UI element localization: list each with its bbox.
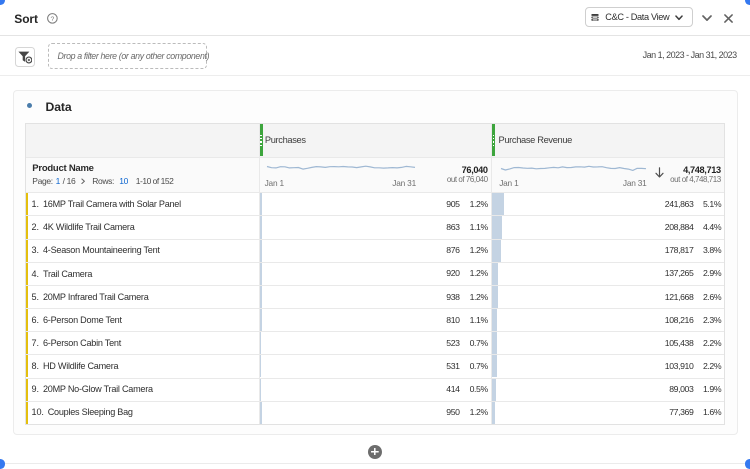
svg-text:?: ? <box>51 16 55 23</box>
